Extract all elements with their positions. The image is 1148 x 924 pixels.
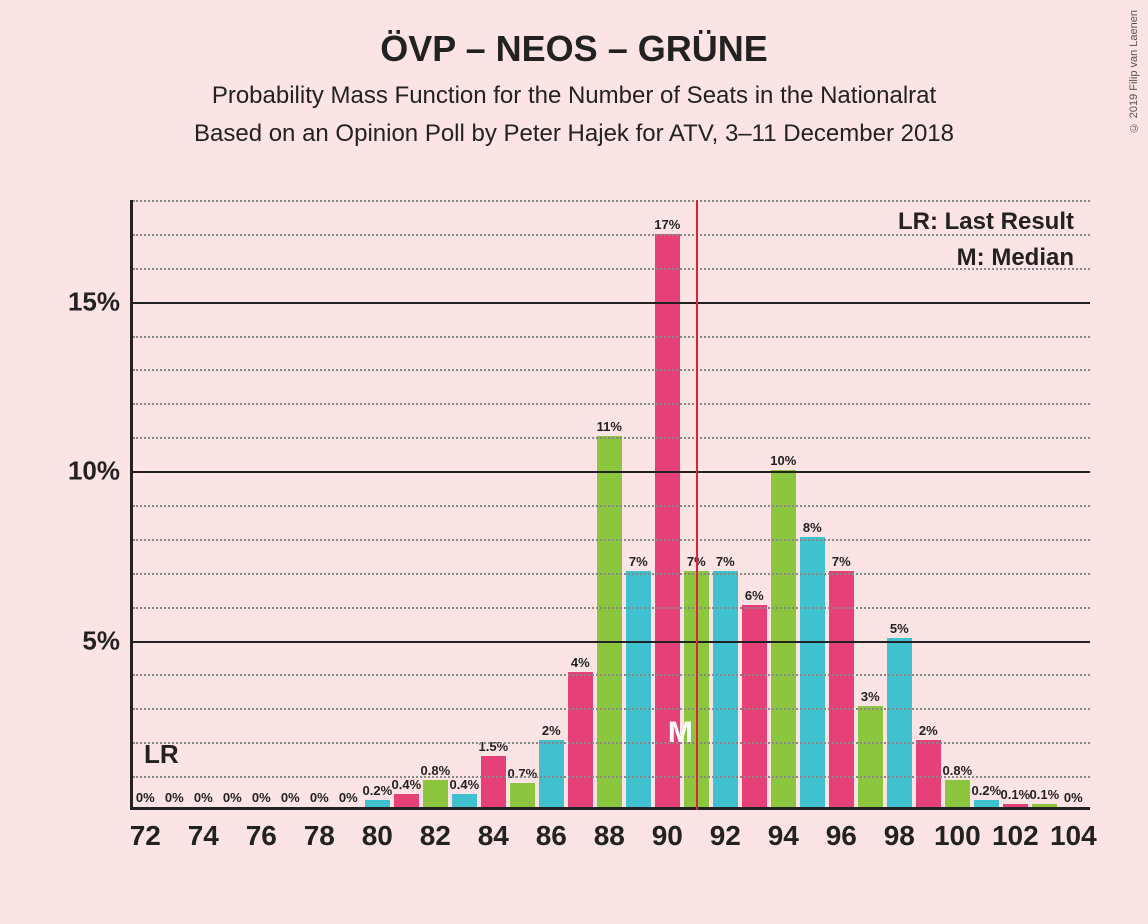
bar-value-label: 0%	[339, 790, 358, 805]
grid-minor	[133, 674, 1090, 676]
x-tick-label: 92	[710, 820, 741, 852]
title-block: ÖVP – NEOS – GRÜNE Probability Mass Func…	[0, 0, 1148, 148]
bar-value-label: 0.1%	[1000, 787, 1030, 802]
bar: 5%	[887, 638, 912, 807]
bar-value-label: 4%	[571, 655, 590, 670]
bar-value-label: 0.1%	[1029, 787, 1059, 802]
grid-minor	[133, 268, 1090, 270]
bar-value-label: 0%	[281, 790, 300, 805]
bar: 2%	[916, 740, 941, 807]
grid-minor	[133, 336, 1090, 338]
bar-value-label: 0%	[1064, 790, 1083, 805]
bar: 3%	[858, 706, 883, 807]
x-tick-label: 76	[246, 820, 277, 852]
x-tick-label: 102	[992, 820, 1039, 852]
chart-area: 0%0%0%0%0%0%0%0%0.2%0.4%0.8%0.4%1.5%0.7%…	[130, 200, 1090, 810]
plot-area: 0%0%0%0%0%0%0%0%0.2%0.4%0.8%0.4%1.5%0.7%…	[130, 200, 1090, 810]
bar-value-label: 0%	[252, 790, 271, 805]
bar-value-label: 8%	[803, 520, 822, 535]
bar-value-label: 7%	[832, 554, 851, 569]
bar: 0.8%	[423, 780, 448, 807]
bar: 11%	[597, 436, 622, 807]
bar: 0.1%	[1003, 804, 1028, 807]
y-tick-label: 5%	[82, 625, 120, 656]
grid-major	[133, 471, 1090, 473]
chart-title: ÖVP – NEOS – GRÜNE	[0, 28, 1148, 70]
bar-value-label: 2%	[919, 723, 938, 738]
x-tick-label: 96	[826, 820, 857, 852]
grid-major	[133, 302, 1090, 304]
x-tick-label: 80	[362, 820, 393, 852]
grid-major	[133, 641, 1090, 643]
x-tick-label: 74	[188, 820, 219, 852]
bar: 0.2%	[365, 800, 390, 807]
grid-minor	[133, 403, 1090, 405]
bars-container: 0%0%0%0%0%0%0%0%0.2%0.4%0.8%0.4%1.5%0.7%…	[133, 200, 1090, 807]
x-tick-label: 86	[536, 820, 567, 852]
x-tick-label: 82	[420, 820, 451, 852]
grid-minor	[133, 573, 1090, 575]
bar-value-label: 0%	[136, 790, 155, 805]
x-tick-label: 72	[130, 820, 161, 852]
bar-value-label: 7%	[629, 554, 648, 569]
bar-value-label: 0.4%	[449, 777, 479, 792]
bar-value-label: 0%	[194, 790, 213, 805]
bar-value-label: 0%	[165, 790, 184, 805]
chart-subtitle-1: Probability Mass Function for the Number…	[0, 82, 1148, 110]
grid-minor	[133, 437, 1090, 439]
bar: 0.7%	[510, 783, 535, 807]
median-line	[696, 200, 698, 810]
x-tick-label: 104	[1050, 820, 1097, 852]
bar-value-label: 0%	[310, 790, 329, 805]
x-tick-label: 100	[934, 820, 981, 852]
bar: 8%	[800, 537, 825, 807]
x-axis-line	[130, 807, 1090, 810]
y-tick-label: 15%	[68, 286, 120, 317]
bar-value-label: 0.2%	[362, 783, 392, 798]
legend-lr: LR: Last Result	[898, 208, 1074, 236]
grid-minor	[133, 742, 1090, 744]
bar: 0.4%	[452, 794, 477, 807]
x-tick-label: 90	[652, 820, 683, 852]
grid-minor	[133, 505, 1090, 507]
grid-minor	[133, 234, 1090, 236]
bar-value-label: 2%	[542, 723, 561, 738]
last-result-label: LR	[144, 739, 179, 770]
bar-value-label: 5%	[890, 621, 909, 636]
bar-value-label: 11%	[597, 419, 622, 434]
bar-value-label: 3%	[861, 689, 880, 704]
grid-minor	[133, 200, 1090, 202]
bar: 4%	[568, 672, 593, 807]
bar-value-label: 10%	[770, 453, 796, 468]
grid-minor	[133, 776, 1090, 778]
bar: 0.4%	[394, 794, 419, 807]
copyright-text: © 2019 Filip van Laenen	[1128, 10, 1140, 133]
chart-subtitle-2: Based on an Opinion Poll by Peter Hajek …	[0, 120, 1148, 148]
bar-value-label: 7%	[716, 554, 735, 569]
grid-minor	[133, 369, 1090, 371]
bar-value-label: 0.2%	[971, 783, 1001, 798]
bar: 10%	[771, 470, 796, 807]
x-tick-label: 94	[768, 820, 799, 852]
x-tick-label: 84	[478, 820, 509, 852]
bar: 0.2%	[974, 800, 999, 807]
median-label: M	[668, 716, 693, 750]
bar: 0.1%	[1032, 804, 1057, 807]
grid-minor	[133, 708, 1090, 710]
x-tick-label: 98	[884, 820, 915, 852]
bar-value-label: 6%	[745, 588, 764, 603]
y-tick-label: 10%	[68, 456, 120, 487]
grid-minor	[133, 539, 1090, 541]
bar: 0.8%	[945, 780, 970, 807]
x-tick-label: 88	[594, 820, 625, 852]
bar: 2%	[539, 740, 564, 807]
bar-value-label: 0.4%	[391, 777, 421, 792]
x-tick-label: 78	[304, 820, 335, 852]
grid-minor	[133, 607, 1090, 609]
bar-value-label: 0%	[223, 790, 242, 805]
bar-value-label: 0.7%	[507, 766, 537, 781]
bar: 1.5%	[481, 756, 506, 807]
bar-value-label: 17%	[654, 217, 680, 232]
